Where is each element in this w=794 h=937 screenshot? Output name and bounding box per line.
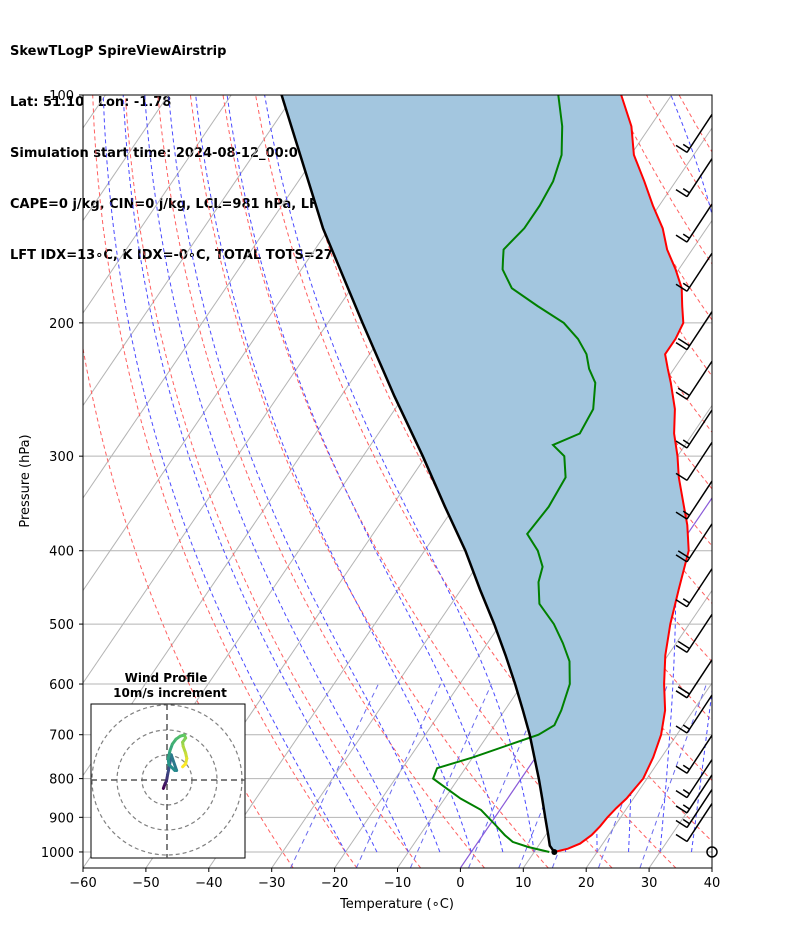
- x-tick-label: −30: [258, 876, 285, 891]
- wind-barb: [675, 613, 713, 654]
- chart-title: SkewTLogP SpireViewAirstrip: [10, 44, 227, 59]
- wind-barb: [675, 203, 713, 243]
- location-coordinates: Lat: 51.10 Lon: -1.78: [10, 95, 172, 110]
- wind-barb: [675, 311, 713, 351]
- isotherm-line: [585, 682, 712, 868]
- y-tick-label: 900: [49, 811, 74, 826]
- y-tick-label: 400: [49, 545, 74, 560]
- wind-barb: [675, 734, 713, 774]
- dry-adiabat: [92, 95, 358, 868]
- y-tick-label: 800: [49, 773, 74, 788]
- moist-adiabat: [723, 95, 794, 852]
- moist-adiabat: [168, 95, 441, 853]
- dry-adiabat: [189, 95, 549, 868]
- moist-adiabat: [102, 95, 346, 853]
- x-tick-label: 20: [578, 876, 595, 891]
- y-tick-label: 100: [49, 89, 74, 104]
- moist-adiabat: [144, 95, 409, 853]
- y-tick-label: 500: [49, 618, 74, 633]
- moist-adiabat: [226, 95, 504, 853]
- wind-barb: [675, 523, 713, 563]
- hodograph-subtitle: 10m/s increment: [113, 686, 227, 700]
- temperature-line: [554, 95, 690, 853]
- wind-barb: [675, 252, 713, 292]
- x-tick-label: 10: [515, 876, 532, 891]
- x-tick-label: −40: [195, 876, 222, 891]
- dry-adiabat: [157, 95, 485, 868]
- mixing-ratio-line: [355, 683, 441, 868]
- isotherm-line: [83, 95, 295, 407]
- dry-adiabat: [255, 95, 677, 868]
- moist-adiabat: [264, 95, 535, 853]
- x-tick-label: −10: [384, 876, 411, 891]
- x-tick-label: 40: [704, 876, 721, 891]
- wind-barb: [675, 759, 713, 799]
- surface-parcel-marker: [551, 848, 558, 855]
- wind-barb: [675, 694, 713, 734]
- wind-barb: [675, 158, 713, 198]
- isotherm-line: [83, 95, 358, 499]
- x-axis-label: Temperature (∘C): [339, 897, 454, 912]
- wind-barb: [675, 803, 713, 843]
- x-tick-label: −20: [321, 876, 348, 891]
- wind-barb: [706, 846, 718, 858]
- y-tick-label: 600: [49, 678, 74, 693]
- isotherm-line: [711, 867, 712, 868]
- y-tick-label: 300: [49, 450, 74, 465]
- hodograph-segment: [169, 753, 179, 772]
- x-tick-label: 0: [456, 876, 464, 891]
- dry-adiabat: [678, 95, 712, 153]
- moist-adiabat: [670, 95, 712, 853]
- dry-adiabat: [711, 95, 712, 97]
- x-tick-label: −60: [69, 876, 96, 891]
- wind-barb: [675, 441, 713, 482]
- wind-barb: [675, 113, 713, 154]
- y-tick-label: 1000: [41, 846, 74, 861]
- wind-barb: [675, 409, 713, 449]
- y-axis-label: Pressure (hPa): [18, 434, 33, 527]
- cin-shading: [281, 95, 689, 852]
- hodograph-title: Wind Profile: [125, 671, 208, 685]
- y-tick-label: 200: [49, 317, 74, 332]
- parcel-path: [280, 95, 556, 853]
- isotherm-line: [83, 95, 232, 314]
- wind-barb: [675, 659, 713, 699]
- dry-adiabat: [83, 345, 294, 868]
- wind-barb: [675, 568, 713, 608]
- dry-adiabat: [777, 95, 794, 868]
- x-tick-label: 30: [641, 876, 658, 891]
- dry-adiabat: [744, 95, 794, 868]
- hodograph: [91, 704, 245, 858]
- hodograph-segment: [181, 762, 188, 769]
- mixing-ratio-line: [639, 683, 707, 868]
- dewpoint-line: [431, 95, 597, 853]
- x-tick-label: −50: [132, 876, 159, 891]
- wind-barb: [675, 774, 713, 814]
- wind-barb: [675, 480, 713, 520]
- y-tick-label: 700: [49, 729, 74, 744]
- wind-barb: [675, 789, 713, 829]
- moist-adiabat: [195, 95, 472, 853]
- wind-barb: [675, 360, 713, 400]
